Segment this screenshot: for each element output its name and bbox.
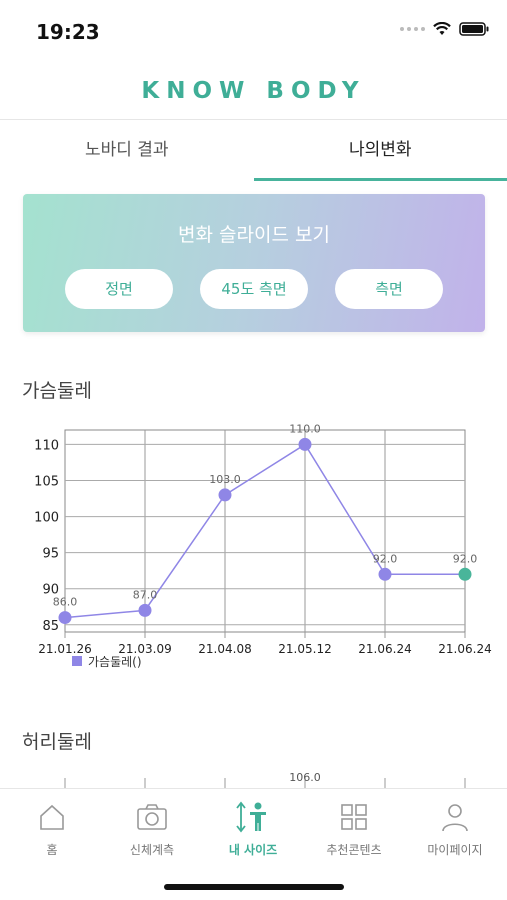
status-bar: 19:23 [0, 0, 507, 62]
x-tick-label: 21.05.12 [278, 642, 331, 656]
side-view-button[interactable]: 측면 [335, 269, 443, 309]
data-label: 92.0 [373, 552, 398, 565]
change-slide-card: 변화 슬라이드 보기 정면 45도 측면 측면 [23, 194, 485, 332]
data-point [138, 603, 152, 617]
y-tick-label: 90 [42, 583, 59, 598]
battery-icon [459, 22, 489, 36]
home-indicator [164, 884, 344, 890]
wifi-icon [433, 22, 451, 35]
nav-my-page[interactable]: 마이페이지 [405, 801, 505, 858]
nav-my-size-label: 내 사이즈 [228, 843, 278, 857]
bottom-nav: 홈 신체계측 내 사이즈 [0, 788, 507, 900]
nav-recommended-content[interactable]: 추천콘텐츠 [304, 801, 404, 858]
nav-recommended-content-label: 추천콘텐츠 [326, 843, 382, 857]
nav-my-page-label: 마이페이지 [427, 843, 483, 857]
data-point [298, 437, 312, 451]
waist-section-title: 허리둘레 [22, 731, 92, 753]
data-label: 86.0 [53, 596, 78, 609]
status-time: 19:23 [36, 20, 100, 44]
slide-view-buttons: 정면 45도 측면 측면 [65, 269, 443, 309]
slide-card-title: 변화 슬라이드 보기 [178, 224, 330, 246]
waist-chart: 106.0 [64, 771, 466, 790]
grid-icon [341, 804, 367, 830]
data-point [58, 611, 72, 625]
45-degree-view-button[interactable]: 45도 측면 [200, 269, 308, 309]
person-icon [442, 804, 468, 832]
signal-icon [400, 27, 425, 31]
chest-series-line [64, 443, 465, 619]
x-tick-label: 21.06.24 [358, 642, 411, 656]
x-tick-label: 21.04.08 [198, 642, 251, 656]
nav-body-measure-label: 신체계측 [129, 843, 175, 857]
camera-icon [137, 804, 167, 830]
tab-nobody-result[interactable]: 노바디 결과 [84, 140, 169, 160]
y-tick-label: 105 [34, 475, 59, 490]
front-view-button[interactable]: 정면 [65, 269, 173, 309]
data-point [378, 567, 392, 581]
y-tick-label: 100 [34, 511, 59, 526]
legend-swatch [72, 656, 82, 666]
body-size-icon [236, 801, 266, 833]
waist-point-label: 106.0 [289, 771, 321, 784]
home-icon [40, 804, 64, 830]
data-label: 103.0 [209, 473, 241, 486]
app-header: KNOW BODY [0, 62, 507, 120]
x-tick-label: 21.03.09 [118, 642, 171, 656]
legend-label: 가슴둘레() [88, 655, 142, 669]
nav-home[interactable]: 홈 [2, 801, 102, 858]
status-icons [400, 22, 489, 36]
app-title: KNOW BODY [141, 78, 366, 104]
data-label: 87.0 [133, 588, 158, 601]
x-tick-label: 21.01.26 [38, 642, 91, 656]
chest-chart: 110 105 100 95 90 85 21.01.26 21.03.09 21.04.08… [34, 422, 492, 669]
y-tick-label: 110 [34, 438, 59, 453]
x-tick-label: 21.06.24 [438, 642, 491, 656]
y-tick-label: 85 [42, 619, 59, 634]
data-point [458, 567, 472, 581]
data-label: 110.0 [289, 422, 321, 435]
tab-bar: 노바디 결과 나의변화 [0, 121, 507, 181]
data-label: 92.0 [453, 552, 478, 565]
nav-home-label: 홈 [46, 843, 58, 857]
nav-body-measure[interactable]: 신체계측 [102, 801, 202, 858]
data-point [218, 488, 232, 502]
nav-my-size[interactable]: 내 사이즈 [203, 801, 303, 858]
tab-my-change[interactable]: 나의변화 [253, 121, 507, 181]
y-tick-label: 95 [42, 547, 59, 562]
chart-frame [64, 429, 466, 633]
chest-section-title: 가슴둘레 [22, 380, 92, 402]
